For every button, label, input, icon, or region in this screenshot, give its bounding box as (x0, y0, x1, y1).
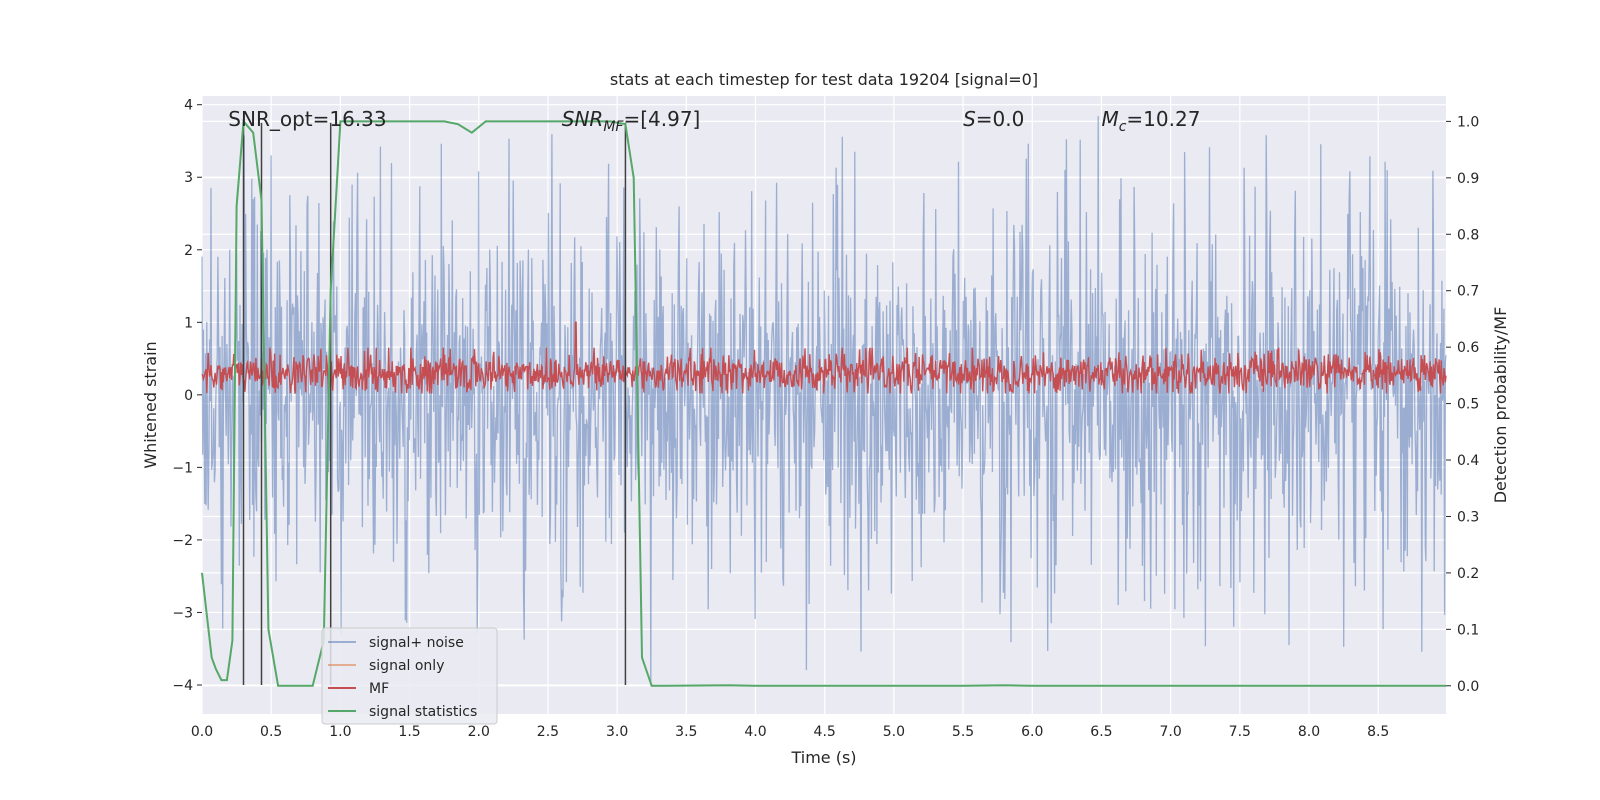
x-tick-label: 0.5 (260, 724, 282, 740)
x-tick-label: 8.0 (1298, 724, 1320, 740)
x-tick-label: 7.0 (1159, 724, 1181, 740)
y-right-tick-label: 0.4 (1457, 453, 1479, 469)
y-tick-label: 0 (184, 388, 193, 404)
legend-entry: signal+ noise (369, 635, 464, 651)
x-tick-label: 8.5 (1367, 724, 1389, 740)
x-tick-label: 4.5 (814, 724, 836, 740)
legend-box (321, 627, 498, 725)
x-tick-label: 2.5 (537, 724, 559, 740)
chart-title: stats at each timestep for test data 192… (610, 70, 1038, 89)
y-right-tick-label: 0.2 (1457, 566, 1479, 582)
y-tick-label: 4 (184, 98, 193, 114)
annotation-text: SNRMF=[4.97] (562, 107, 701, 135)
y-right-tick-label: 0.6 (1457, 340, 1479, 356)
y-tick-label: −3 (172, 605, 193, 621)
y-tick-label: 2 (184, 243, 193, 259)
y-tick-label: −4 (172, 678, 193, 694)
x-tick-label: 4.0 (744, 724, 766, 740)
y-right-tick-label: 0.3 (1457, 509, 1479, 525)
x-tick-label: 6.0 (1021, 724, 1043, 740)
series-signal-statistics (201, 118, 1446, 687)
legend-entry: signal only (369, 658, 444, 674)
y-right-tick-label: 0.9 (1457, 171, 1479, 187)
mf-line (201, 321, 1447, 394)
x-tick-label: 5.5 (952, 724, 974, 740)
x-tick-label: 1.5 (398, 724, 420, 740)
y-right-tick-label: 0.1 (1457, 622, 1479, 638)
y-axis-right-label: Detection probability/MF (1491, 307, 1510, 504)
legend: signal+ noise signal only MF signal statist… (321, 627, 498, 725)
x-tick-label: 5.0 (883, 724, 905, 740)
x-tick-label: 3.5 (675, 724, 697, 740)
signal-statistics-line (201, 118, 1446, 687)
x-tick-label: 6.5 (1090, 724, 1112, 740)
annotation-text: S=0.0 (963, 107, 1024, 131)
y-tick-label: −1 (172, 460, 193, 476)
series-mf (201, 321, 1447, 394)
x-tick-label: 2.0 (468, 724, 490, 740)
annotation-text: SNR_opt=16.33 (228, 107, 386, 131)
annotations: SNR_opt=16.33 SNRMF=[4.97] S=0.0 Mc=10.27 (228, 107, 1200, 135)
y-right-tick-label: 0.5 (1457, 397, 1479, 413)
y-tick-label: 1 (184, 315, 193, 331)
x-tick-label: 7.5 (1229, 724, 1251, 740)
y-tick-label: 3 (184, 170, 193, 186)
x-tick-label: 3.0 (606, 724, 628, 740)
axes: 0.0 0.5 1.0 1.5 2.0 2.5 3.0 3.5 4.0 4.5 5.0 5.5 6.0 6… (172, 98, 1479, 740)
legend-entry: MF (369, 681, 389, 697)
y-right-tick-label: 0.8 (1457, 227, 1479, 243)
y-right-tick-label: 0.0 (1457, 679, 1479, 695)
y-right-tick-label: 1.0 (1457, 114, 1479, 130)
x-axis-label: Time (s) (790, 748, 856, 767)
y-right-tick-label: 0.7 (1457, 284, 1479, 300)
legend-entry: signal statistics (369, 704, 477, 720)
y-axis-label: Whitened strain (141, 341, 160, 468)
x-tick-label: 1.0 (329, 724, 351, 740)
y-tick-label: −2 (172, 533, 193, 549)
annotation-text: Mc=10.27 (1101, 107, 1200, 135)
x-tick-label: 0.0 (191, 724, 213, 740)
